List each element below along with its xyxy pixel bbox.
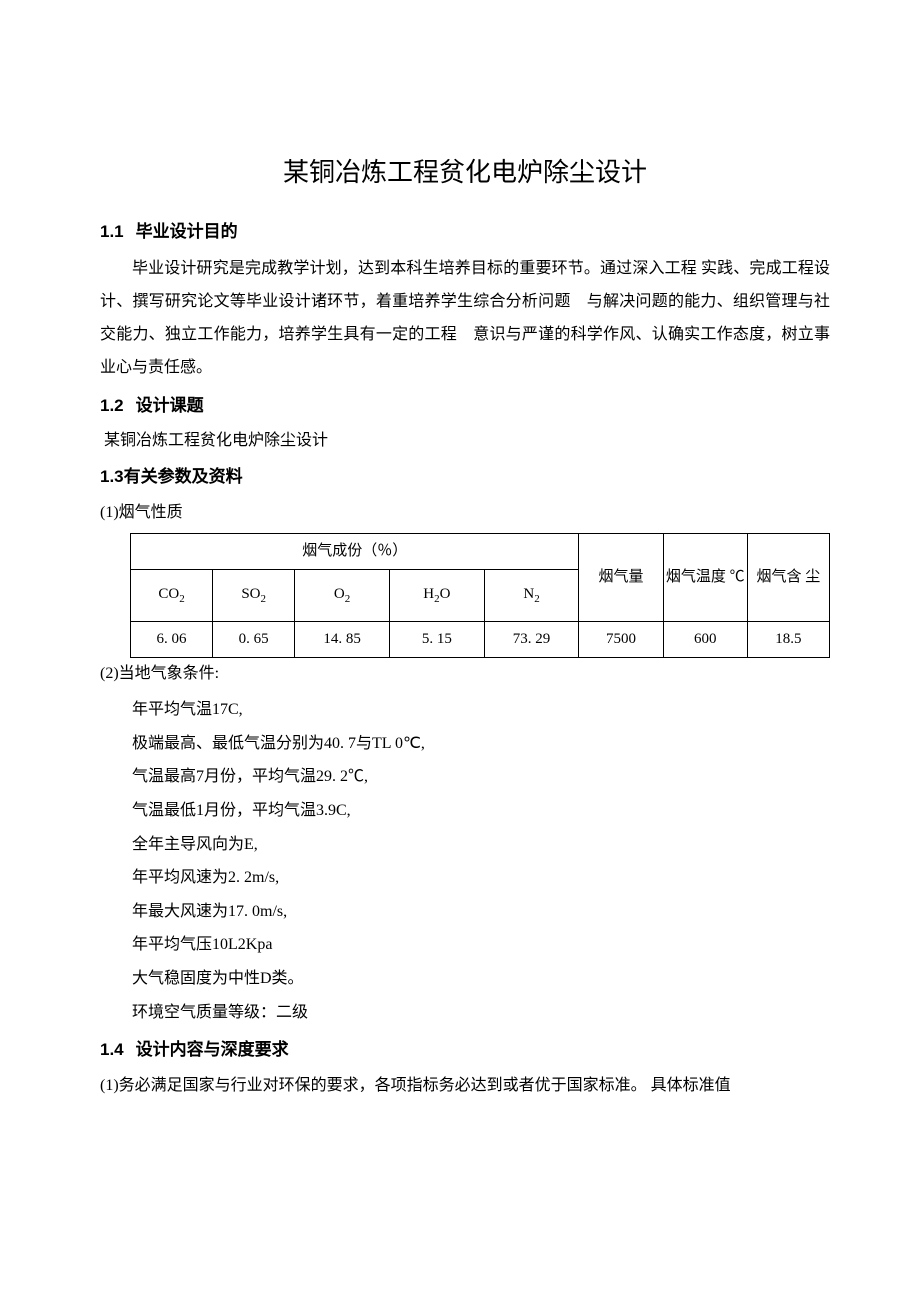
gas-properties-table-wrap: 烟气成份（％） 烟气量 烟气温度 ℃ 烟气含 尘 CO2 SO2 O2 H2O … [130,533,830,658]
col-gas-temperature: 烟气温度 ℃ [663,534,747,622]
climate-line-7: 年最大风速为17. 0m/s, [132,895,830,929]
table-header-row-1: 烟气成份（％） 烟气量 烟气温度 ℃ 烟气含 尘 [131,534,830,570]
section-2-number: 1.2 [100,396,124,415]
cell-volume: 7500 [579,622,663,658]
document-title: 某铜冶炼工程贫化电炉除尘设计 [100,150,830,197]
section-2-heading: 1.2 设计课题 [100,391,830,422]
climate-line-6: 年平均风速为2. 2m/s, [132,861,830,895]
col-o2: O2 [295,570,390,622]
section-3-heading: 1.3有关参数及资料 [100,462,830,493]
climate-line-9: 大气稳固度为中性D类。 [132,962,830,996]
col-h2o: H2O [389,570,484,622]
section-3-title: 有关参数及资料 [124,467,243,486]
cell-n2: 73. 29 [484,622,579,658]
col-co2: CO2 [131,570,213,622]
climate-line-2: 极端最高、最低气温分别为40. 7与TL 0℃, [132,727,830,761]
climate-line-4: 气温最低1月份，平均气温3.9C, [132,794,830,828]
climate-line-8: 年平均气压10L2Kpa [132,928,830,962]
section-4-heading: 1.4 设计内容与深度要求 [100,1035,830,1066]
item-2-label: (2)当地气象条件: [100,660,830,689]
section-1-title: 毕业设计目的 [136,222,238,241]
climate-line-3: 气温最高7月份，平均气温29. 2℃, [132,760,830,794]
col-group-composition: 烟气成份（％） [131,534,579,570]
climate-line-1: 年平均气温17C, [132,693,830,727]
section-1-paragraph: 毕业设计研究是完成教学计划，达到本科生培养目标的重要环节。通过深入工程 实践、完… [100,253,830,384]
cell-temperature: 600 [663,622,747,658]
table-data-row: 6. 06 0. 65 14. 85 5. 15 73. 29 7500 600… [131,622,830,658]
section-3-number: 1.3 [100,467,124,486]
climate-line-10: 环境空气质量等级：二级 [132,996,830,1030]
section-1-heading: 1.1 毕业设计目的 [100,217,830,248]
item-1-label: (1)烟气性质 [100,499,830,528]
section-2-line: 某铜冶炼工程贫化电炉除尘设计 [104,427,830,456]
climate-line-5: 全年主导风向为E, [132,828,830,862]
col-dust-content: 烟气含 尘 [747,534,829,622]
section-4-number: 1.4 [100,1040,124,1059]
section-4-item-1: (1)务必满足国家与行业对环保的要求，各项指标务必达到或者优于国家标准。 具体标… [100,1072,830,1101]
gas-properties-table: 烟气成份（％） 烟气量 烟气温度 ℃ 烟气含 尘 CO2 SO2 O2 H2O … [130,533,830,658]
cell-co2: 6. 06 [131,622,213,658]
col-n2: N2 [484,570,579,622]
section-1-number: 1.1 [100,222,124,241]
col-so2: SO2 [213,570,295,622]
section-4-title: 设计内容与深度要求 [136,1040,289,1059]
section-2-title: 设计课题 [136,396,204,415]
cell-dust: 18.5 [747,622,829,658]
cell-so2: 0. 65 [213,622,295,658]
col-gas-volume: 烟气量 [579,534,663,622]
cell-h2o: 5. 15 [389,622,484,658]
cell-o2: 14. 85 [295,622,390,658]
